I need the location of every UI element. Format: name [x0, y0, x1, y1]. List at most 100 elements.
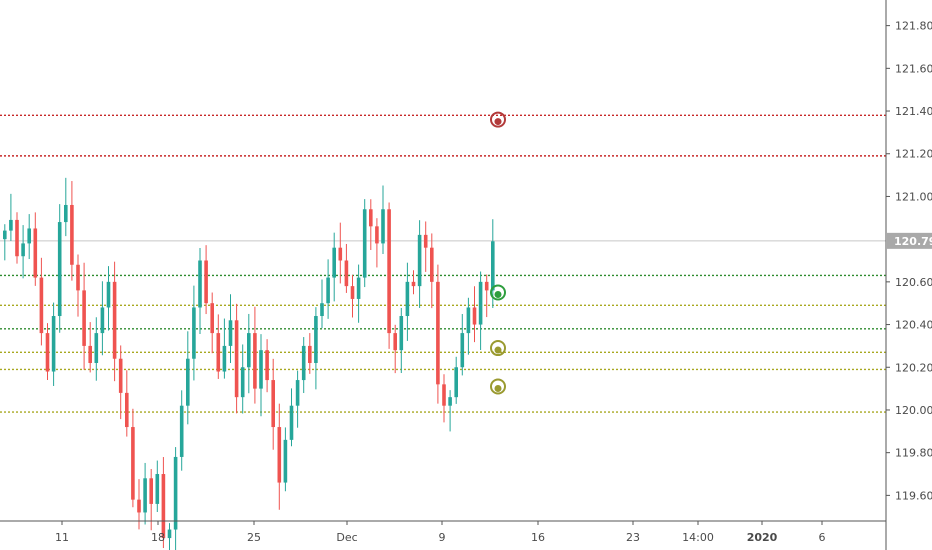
candle-body [51, 316, 56, 372]
candle-body [82, 290, 86, 346]
marker-ring [490, 111, 506, 128]
candle-body [216, 333, 221, 372]
candle-body [387, 209, 391, 334]
candle-body [448, 397, 452, 406]
marker-dot [494, 291, 502, 299]
candle-body [405, 281, 410, 317]
candle-body [375, 226, 379, 244]
candle-body [265, 350, 269, 381]
candle-body [484, 281, 489, 291]
candle-body [27, 228, 31, 244]
y-tick-label: 121.200 [895, 148, 932, 161]
candle-body [283, 439, 288, 483]
candle-body [332, 247, 336, 278]
y-tick-label: 120.600 [895, 276, 932, 289]
candle-body [344, 260, 349, 287]
candle-body [491, 241, 495, 291]
candle-body [308, 345, 312, 363]
candle-body [45, 333, 50, 372]
candle-body [21, 243, 25, 257]
candle-body [167, 529, 172, 539]
price-axis[interactable]: 121.800 121.600 121.400 121.200 121.000 120.6… [886, 20, 932, 503]
x-tick-label: 2020 [747, 531, 778, 544]
candle-body [33, 228, 38, 278]
marker-dot [494, 346, 502, 354]
candle-body [15, 219, 19, 257]
candle-body [442, 384, 446, 406]
candle-body [259, 350, 263, 389]
candle-body [247, 333, 251, 368]
candle-body [131, 427, 135, 500]
candle-body [271, 380, 275, 428]
y-tick-label: 121.800 [895, 20, 932, 33]
candle-body [289, 405, 294, 440]
y-tick-label: 120.200 [895, 361, 932, 374]
candle-body [192, 307, 196, 359]
candle-body [411, 281, 416, 287]
candle-body [393, 333, 397, 351]
candle-body [39, 277, 44, 334]
candle-body [143, 478, 147, 513]
candle-body [137, 499, 141, 513]
candle-body [277, 427, 282, 483]
candle-body [466, 307, 471, 334]
x-tick-label: 9 [439, 531, 446, 544]
marker-ring [490, 378, 506, 395]
candles [3, 177, 495, 550]
last-price-badge: 120.792 [887, 232, 932, 249]
candle-body [112, 281, 117, 359]
marker-dot [494, 118, 502, 126]
candle-body [155, 474, 160, 504]
candle-body [179, 405, 184, 457]
candle-body [350, 286, 355, 299]
y-tick-label: 120.400 [895, 319, 932, 332]
candle-body [472, 307, 477, 325]
y-tick-label: 121.600 [895, 62, 932, 75]
candle-body [326, 277, 330, 304]
x-tick-label: 16 [531, 531, 545, 544]
candle-body [314, 316, 318, 363]
candle-body [198, 260, 202, 308]
horizontal-levels [0, 114, 886, 413]
y-tick-label: 119.600 [895, 489, 932, 502]
candle-body [399, 316, 404, 351]
y-tick-label: 119.800 [895, 447, 932, 460]
candle-body [295, 380, 300, 406]
candle-body [423, 234, 428, 248]
x-tick-label: 6 [819, 531, 826, 544]
candle-body [417, 234, 422, 287]
marker-ring [490, 340, 506, 357]
time-axis[interactable]: 11 18 25 Dec 9 16 23 14:00 2020 6 [55, 521, 826, 544]
candle-body [362, 209, 367, 278]
marker-dot [494, 384, 502, 392]
candle-body [125, 392, 129, 428]
candle-body [118, 358, 123, 393]
candle-body [3, 230, 7, 240]
candle-body [240, 367, 245, 398]
candle-body [94, 333, 99, 363]
candle-body [338, 247, 343, 261]
candle-body [210, 303, 214, 334]
candle-body [161, 474, 166, 539]
x-tick-label: Dec [336, 531, 357, 544]
candle-body [381, 209, 385, 244]
candle-body [9, 219, 13, 231]
candle-body [57, 222, 62, 317]
candle-body [204, 260, 208, 304]
x-tick-label: 11 [55, 531, 69, 544]
candle-body [186, 358, 190, 406]
candle-body [454, 367, 458, 398]
candle-body [320, 303, 324, 317]
y-tick-label: 120.000 [895, 404, 932, 417]
candle-body [356, 277, 361, 299]
candle-body [369, 209, 373, 227]
candle-body [301, 345, 306, 381]
candle-body [460, 333, 465, 368]
candle-body [149, 478, 153, 504]
candle-body [100, 307, 105, 334]
candle-body [253, 333, 257, 389]
level-markers [490, 111, 506, 395]
candle-body [234, 320, 239, 398]
x-tick-label: 14:00 [682, 531, 714, 544]
